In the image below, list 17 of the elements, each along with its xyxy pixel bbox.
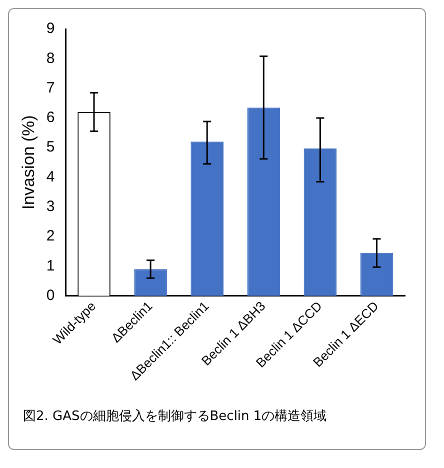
y-tick-label: 2 bbox=[46, 228, 55, 245]
y-tick-label: 7 bbox=[46, 79, 55, 96]
y-tick-label: 9 bbox=[46, 20, 55, 38]
y-tick-label: 8 bbox=[46, 50, 55, 67]
bar bbox=[190, 142, 224, 296]
y-tick-label: 3 bbox=[46, 198, 55, 216]
caption: 図2. GASの細胞侵入を制御するBeclin 1の構造領域 bbox=[23, 408, 328, 425]
y-tick-label: 1 bbox=[46, 257, 55, 274]
bar bbox=[304, 148, 337, 296]
bar bbox=[360, 252, 394, 296]
y-axis-title: Invasion (%) bbox=[18, 115, 38, 210]
bar bbox=[134, 269, 167, 296]
bar bbox=[247, 108, 280, 296]
y-tick-label: 6 bbox=[46, 109, 55, 126]
y-tick-label: 0 bbox=[46, 287, 55, 304]
y-tick-label: 5 bbox=[46, 138, 55, 156]
y-tick-label: 4 bbox=[46, 168, 55, 186]
